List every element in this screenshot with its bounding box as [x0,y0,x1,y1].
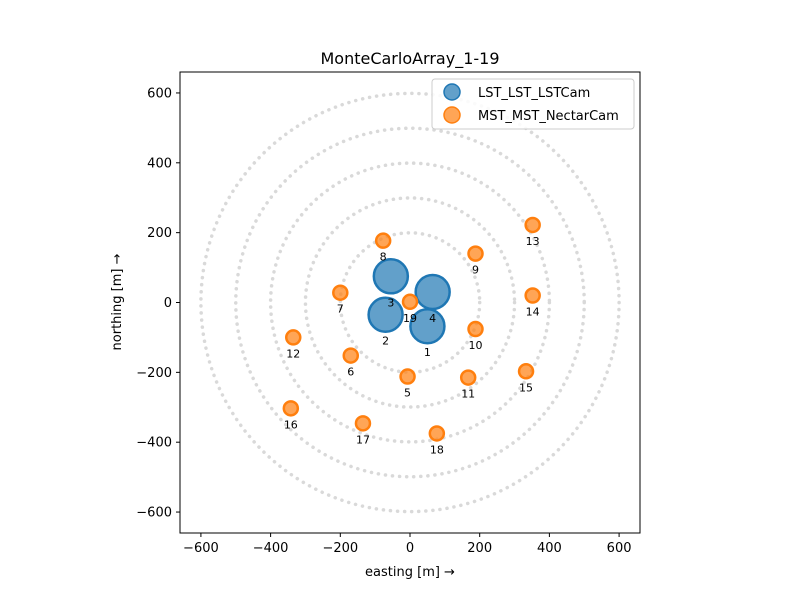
data-point [367,296,404,333]
y-tick-label: 600 [147,86,172,101]
y-tick-label: −200 [136,366,172,381]
data-point [524,287,541,304]
data-point [459,369,477,386]
point-label: 2 [382,335,389,348]
legend-label: MST_MST_NectarCam [478,109,619,124]
data-point [401,293,419,311]
data-point [524,216,541,234]
point-label: 6 [347,366,354,379]
x-axis-label: easting [m] → [365,565,455,580]
legend: LST_LST_LSTCam MST_MST_NectarCam [431,78,635,130]
point-label: 19 [403,312,417,325]
x-tick-label: −200 [322,541,358,556]
x-tick-label: −400 [253,541,289,556]
series-2 [282,216,541,442]
background-ring-4 [234,126,586,479]
legend-marker [443,83,461,101]
point-label: 3 [387,296,394,309]
x-tick-label: 0 [406,541,414,556]
y-tick-label: −400 [136,436,172,451]
background-ring-1 [338,231,482,374]
y-tick-label: 200 [147,226,172,241]
chart-title: MonteCarloArray_1-19 [320,49,499,69]
y-tick-label: −600 [136,506,172,521]
y-tick-label: 0 [164,296,172,311]
point-label: 4 [429,312,436,325]
data-point [517,363,535,380]
axes-frame [179,71,641,534]
legend-label: LST_LST_LSTCam [478,86,590,101]
y-tick-label: 400 [147,156,172,171]
background-rings [199,91,621,514]
data-point [467,245,484,262]
point-label: 11 [461,388,475,401]
point-label: 7 [337,303,344,316]
point-label: 5 [404,387,411,400]
point-label: 8 [380,251,387,264]
point-label: 10 [469,339,483,352]
data-point [414,273,451,311]
data-point [372,258,410,295]
y-axis-label: northing [m] → [110,253,125,350]
point-label: 13 [526,235,540,248]
data-point [428,425,446,442]
point-label: 16 [284,418,298,431]
data-point [342,347,360,364]
data-point [467,320,484,338]
series-1 [367,258,451,345]
background-ring-2 [303,196,517,409]
data-point [399,368,416,385]
data-point [374,232,392,249]
data-point [332,284,349,301]
legend-marker [443,106,461,124]
point-label: 1 [424,346,431,359]
x-tick-label: 400 [537,541,562,556]
point-label: 9 [472,264,479,277]
point-label: 17 [356,433,370,446]
x-tick-label: 600 [607,541,632,556]
legend-box [431,78,635,130]
point-label: 14 [526,306,540,319]
background-ring-3 [268,161,552,444]
data-point [354,415,372,432]
point-label: 12 [286,347,300,360]
data-point [285,329,302,346]
data-point [282,400,300,417]
point-label: 18 [430,443,444,456]
x-tick-label: 200 [467,541,492,556]
point-label: 15 [519,381,533,394]
background-ring-5 [199,91,621,514]
plot-area: −600 −400 −200 0 200 400 600 −600 −400 −200 0 200 40… [136,71,641,556]
x-tick-label: −600 [183,541,219,556]
